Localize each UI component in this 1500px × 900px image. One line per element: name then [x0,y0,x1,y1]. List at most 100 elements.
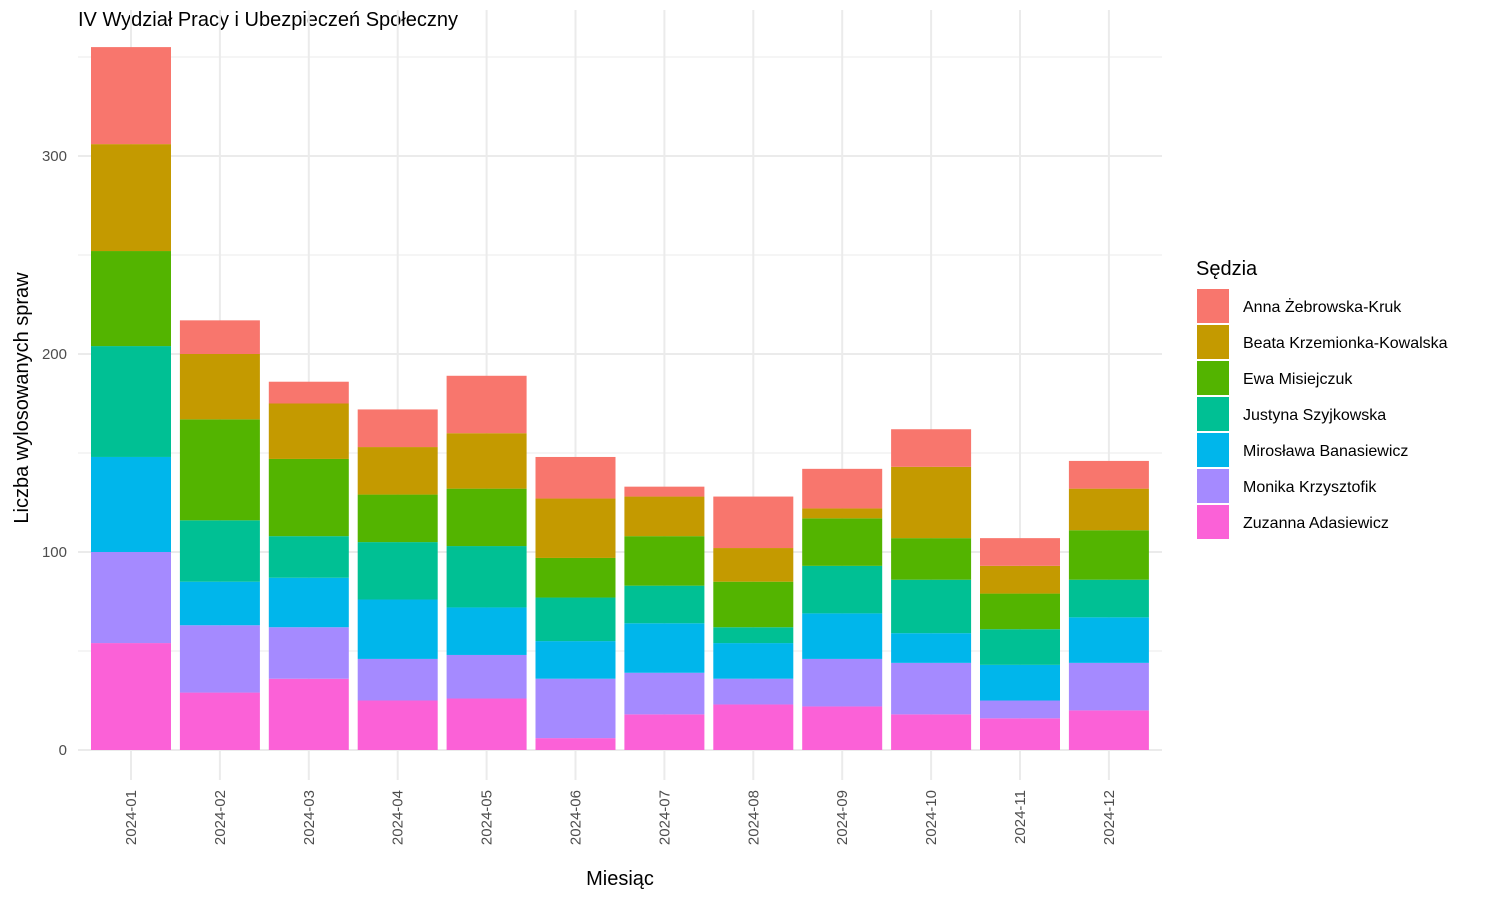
bar-segment-2024-08-monika-krzysztofik [713,678,794,705]
bar-segment-2024-08-ewa-misiejczuk [713,581,794,628]
bar-segment-2024-01-justyna-szyjkowska [91,346,171,457]
bar-segment-2024-09-anna-żebrowska-kruk [802,468,883,509]
bar-segment-2024-05-beata-krzemionka-kowalska [446,433,527,489]
x-tick-label: 2024-10 [923,790,940,845]
y-tick-label: 200 [42,346,67,363]
x-tick-label: 2024-03 [301,790,318,845]
bar-segment-2024-10-mirosława-banasiewicz [891,633,972,663]
bar-segment-2024-11-anna-żebrowska-kruk [980,538,1060,566]
bar-segment-2024-05-mirosława-banasiewicz [446,607,527,655]
bar-segment-2024-07-beata-krzemionka-kowalska [624,496,705,537]
bar-segment-2024-07-justyna-szyjkowska [624,585,705,624]
x-tick-label: 2024-02 [212,790,229,845]
bar-segment-2024-06-monika-krzysztofik [535,678,616,739]
chart-title: IV Wydział Pracy i Ubezpieczeń Społeczny [78,9,458,31]
x-tick-label: 2024-01 [123,790,140,845]
bar-segment-2024-04-mirosława-banasiewicz [357,599,438,659]
legend-label: Beata Krzemionka-Kowalska [1243,335,1448,352]
bar-segment-2024-06-justyna-szyjkowska [535,597,616,642]
legend-key [1197,469,1229,503]
x-tick-label: 2024-12 [1101,790,1118,845]
bar-segment-2024-11-monika-krzysztofik [980,700,1060,719]
bar-segment-2024-08-anna-żebrowska-kruk [713,496,794,549]
bar-segment-2024-08-beata-krzemionka-kowalska [713,548,794,582]
bar-segment-2024-12-mirosława-banasiewicz [1068,617,1149,663]
legend-key [1197,325,1229,359]
bar-segment-2024-03-ewa-misiejczuk [268,458,349,537]
bar-segment-2024-01-beata-krzemionka-kowalska [91,144,171,252]
x-tick-label: 2024-06 [568,790,585,845]
bar-segment-2024-08-zuzanna-adasiewicz [713,704,794,750]
x-axis-title: Miesiąc [586,868,654,890]
bar-segment-2024-05-zuzanna-adasiewicz [446,698,527,750]
bar-segment-2024-02-anna-żebrowska-kruk [179,320,260,354]
x-tick-label: 2024-09 [834,790,851,845]
legend-key [1197,397,1229,431]
bar-segment-2024-04-zuzanna-adasiewicz [357,700,438,750]
bar-segment-2024-04-monika-krzysztofik [357,658,438,701]
x-tick-label: 2024-04 [390,790,407,845]
x-axis-ticks: 2024-01 2024-02 2024-03 2024-04 2024-05 2024-… [123,790,1118,845]
legend-label: Ewa Misiejczuk [1243,371,1353,388]
bar-segment-2024-05-justyna-szyjkowska [446,546,527,608]
bar-segment-2024-12-anna-żebrowska-kruk [1068,460,1149,489]
bar-segment-2024-04-anna-żebrowska-kruk [357,409,438,448]
y-axis-ticks: 0 100 200 300 [42,148,67,759]
bar-segment-2024-01-monika-krzysztofik [91,552,171,644]
bar-segment-2024-12-monika-krzysztofik [1068,662,1149,711]
x-tick-label: 2024-08 [745,790,762,845]
bar-segment-2024-07-anna-żebrowska-kruk [624,486,705,497]
y-tick-label: 100 [42,544,67,561]
legend-label: Mirosława Banasiewicz [1243,443,1408,460]
legend-items: Anna Żebrowska-Kruk Beata Krzemionka-Kowa… [1197,289,1448,539]
bar-segment-2024-06-ewa-misiejczuk [535,557,616,598]
bar-segment-2024-08-mirosława-banasiewicz [713,643,794,679]
legend-label: Justyna Szyjkowska [1243,407,1386,424]
legend-title: Sędzia [1196,258,1258,280]
legend-label: Zuzanna Adasiewicz [1243,515,1389,532]
bar-segment-2024-09-ewa-misiejczuk [802,518,883,566]
legend-label: Monika Krzysztofik [1243,479,1377,496]
bar-segment-2024-01-zuzanna-adasiewicz [91,643,171,750]
bar-segment-2024-07-ewa-misiejczuk [624,536,705,586]
bar-segment-2024-10-ewa-misiejczuk [891,538,972,580]
bar-segment-2024-06-anna-żebrowska-kruk [535,456,616,499]
legend-key [1197,361,1229,395]
bar-segment-2024-03-zuzanna-adasiewicz [268,678,349,750]
bar-segment-2024-09-monika-krzysztofik [802,658,883,707]
bar-segment-2024-10-zuzanna-adasiewicz [891,714,972,750]
bar-segment-2024-05-anna-żebrowska-kruk [446,375,527,434]
bar-segment-2024-11-zuzanna-adasiewicz [980,718,1060,750]
bar-segment-2024-02-mirosława-banasiewicz [179,581,260,626]
bar-segment-2024-07-zuzanna-adasiewicz [624,714,705,750]
bar-segment-2024-03-justyna-szyjkowska [268,536,349,578]
bar-segment-2024-08-justyna-szyjkowska [713,627,794,644]
bar-segment-2024-10-justyna-szyjkowska [891,579,972,634]
bar-segment-2024-06-mirosława-banasiewicz [535,641,616,679]
y-tick-label: 0 [59,742,67,759]
bar-segment-2024-11-beata-krzemionka-kowalska [980,565,1060,594]
x-tick-label: 2024-07 [656,790,673,845]
bar-segment-2024-09-beata-krzemionka-kowalska [802,508,883,519]
legend-key [1197,505,1229,539]
y-axis-title: Liczba wylosowanych spraw [11,272,33,524]
bar-segment-2024-11-mirosława-banasiewicz [980,664,1060,701]
bar-segment-2024-07-monika-krzysztofik [624,672,705,715]
bar-segment-2024-02-monika-krzysztofik [179,625,260,693]
bar-segment-2024-12-justyna-szyjkowska [1068,579,1149,618]
bar-segment-2024-10-beata-krzemionka-kowalska [891,466,972,539]
bar-segment-2024-03-mirosława-banasiewicz [268,577,349,628]
bar-segment-2024-09-justyna-szyjkowska [802,565,883,614]
bar-segment-2024-02-zuzanna-adasiewicz [179,692,260,750]
bar-segment-2024-04-justyna-szyjkowska [357,542,438,600]
bar-segment-2024-02-beata-krzemionka-kowalska [179,354,260,420]
bar-segment-2024-02-ewa-misiejczuk [179,419,260,521]
bar-segment-2024-05-ewa-misiejczuk [446,488,527,547]
bar-segment-2024-09-mirosława-banasiewicz [802,613,883,659]
bar-segment-2024-11-ewa-misiejczuk [980,593,1060,630]
bar-segment-2024-11-justyna-szyjkowska [980,629,1060,665]
legend-key [1197,433,1229,467]
bar-segment-2024-05-monika-krzysztofik [446,654,527,699]
x-tick-label: 2024-11 [1012,790,1029,844]
